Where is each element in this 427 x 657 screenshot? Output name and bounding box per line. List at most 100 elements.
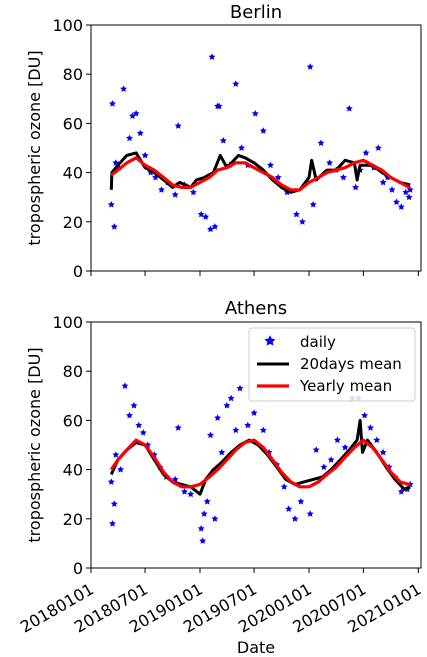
daily-point — [397, 203, 405, 210]
daily-point — [219, 137, 227, 144]
daily-point — [259, 127, 267, 134]
daily-point — [232, 80, 240, 87]
y-ticks-athens: 0 20 40 60 80 100 — [52, 313, 91, 578]
daily-point — [379, 448, 387, 456]
daily-point — [352, 183, 360, 191]
panel-athens: Athens tropospheric ozone [DU] 0 20 40 60 80… — [17, 298, 424, 637]
daily-point — [250, 409, 258, 416]
daily-point — [309, 201, 317, 208]
daily-point — [141, 151, 149, 159]
y-tick-label: 40 — [63, 461, 83, 480]
y-ticks-berlin: 0 20 40 60 80 100 — [52, 16, 91, 281]
yearly-line-berlin — [110, 156, 411, 192]
daily-point — [174, 122, 182, 129]
daily-point — [297, 498, 305, 505]
daily-point — [341, 443, 349, 451]
daily-point — [117, 466, 125, 473]
daily-point — [211, 515, 219, 522]
legend-box — [248, 327, 416, 402]
y-tick-label: 20 — [63, 213, 83, 232]
panel-berlin: Berlin tropospheric ozone [DU] 0 20 40 60 80… — [25, 2, 422, 281]
daily-point — [232, 426, 240, 434]
yearly-line-athens — [109, 438, 411, 489]
y-tick-label: 0 — [73, 262, 83, 281]
axes-frame-berlin — [90, 24, 422, 272]
daily-point — [362, 149, 370, 156]
daily-point — [238, 144, 245, 151]
y-axis-label-berlin: tropospheric ozone [DU] — [25, 50, 44, 245]
daily-point — [107, 201, 115, 208]
daily-point — [333, 436, 341, 444]
daily-point — [107, 478, 115, 485]
daily-point — [203, 498, 211, 505]
daily-point — [189, 188, 197, 196]
daily-points-berlin — [107, 53, 414, 233]
daily-point — [174, 424, 182, 431]
daily-point — [379, 178, 387, 186]
daily-point — [306, 510, 314, 517]
y-tick-label: 0 — [73, 559, 83, 578]
daily-point — [109, 100, 116, 107]
legend-mean20-label: 20days mean — [300, 355, 402, 373]
daily-point — [218, 448, 226, 456]
daily-point — [223, 402, 231, 409]
daily-point — [197, 525, 205, 532]
daily-point — [130, 402, 138, 409]
daily-point — [126, 134, 133, 142]
daily-point — [298, 218, 306, 225]
daily-point — [291, 515, 299, 522]
daily-point — [367, 424, 374, 431]
x-ticks-berlin — [90, 271, 419, 276]
y-tick-label: 60 — [63, 411, 83, 430]
daily-point — [267, 161, 274, 169]
y-tick-label: 20 — [63, 510, 83, 529]
x-ticks-athens: 2018010120180701201901012019070120200101… — [17, 568, 424, 637]
daily-point — [109, 520, 116, 527]
daily-point — [200, 510, 208, 517]
daily-point — [280, 483, 288, 490]
daily-points-athens — [107, 382, 414, 544]
daily-point — [236, 384, 244, 392]
daily-point — [207, 431, 214, 439]
daily-point — [345, 105, 353, 112]
daily-point — [259, 426, 267, 434]
legend-daily-label: daily — [300, 333, 336, 351]
daily-point — [135, 421, 143, 429]
daily-point — [393, 198, 400, 206]
daily-point — [110, 223, 118, 230]
daily-point — [361, 411, 369, 419]
daily-point — [136, 129, 144, 137]
daily-point — [121, 382, 129, 389]
panel-title-athens: Athens — [225, 298, 287, 319]
daily-point — [326, 159, 334, 166]
daily-point — [285, 505, 293, 512]
y-tick-label: 60 — [63, 114, 83, 133]
daily-point — [171, 191, 179, 198]
y-tick-label: 100 — [52, 16, 83, 35]
daily-point — [214, 414, 222, 421]
y-tick-label: 40 — [63, 164, 83, 183]
mean20-line-berlin — [109, 151, 411, 194]
y-tick-label: 80 — [63, 362, 83, 381]
daily-point — [312, 446, 320, 453]
y-tick-label: 80 — [63, 65, 83, 84]
legend: daily 20days mean Yearly mean — [248, 327, 416, 402]
daily-point — [388, 186, 396, 193]
daily-point — [158, 186, 165, 193]
daily-point — [199, 537, 207, 544]
daily-point — [405, 193, 413, 201]
daily-point — [139, 429, 147, 436]
daily-point — [339, 173, 347, 181]
daily-point — [187, 490, 195, 498]
y-tick-label: 100 — [52, 313, 83, 332]
daily-point — [112, 451, 120, 458]
daily-point — [374, 144, 382, 151]
daily-point — [317, 139, 325, 147]
daily-point — [373, 436, 381, 444]
daily-point — [227, 394, 235, 402]
panel-title-berlin: Berlin — [230, 2, 282, 23]
daily-point — [320, 463, 328, 471]
legend-yearly-label: Yearly mean — [299, 377, 392, 395]
daily-point — [251, 110, 259, 117]
